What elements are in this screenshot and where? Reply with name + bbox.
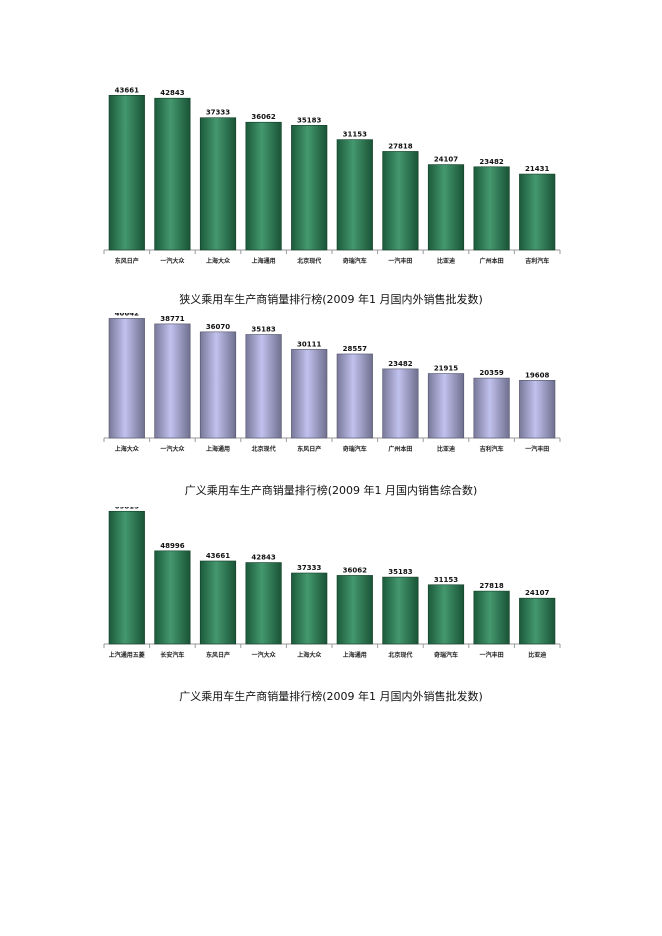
data-label: 36062 (343, 566, 367, 574)
data-label: 27818 (388, 142, 412, 150)
bar (519, 597, 556, 645)
data-label: 30111 (297, 340, 321, 348)
bar (154, 550, 191, 645)
data-label: 42843 (251, 554, 275, 562)
chart-1-svg: 43661 东风日产 42843 一汽大众 37333 上海大众 36062 上海通用 3518… (103, 86, 561, 265)
chart-3: 69815 上汽通用五菱 48996 长安汽车 43661 东风日产 42843 一汽大众 37… (0, 507, 662, 667)
category-label: 北京现代 (252, 445, 276, 453)
category-label: 东风日产 (297, 445, 321, 453)
data-label: 35183 (251, 325, 275, 333)
data-label: 20359 (479, 369, 503, 377)
data-label: 27818 (479, 582, 503, 590)
data-label: 19608 (525, 371, 549, 379)
chart-1: 43661 东风日产 42843 一汽大众 37333 上海大众 36062 上海通用 3518… (0, 85, 662, 275)
bar (245, 334, 282, 439)
bar (336, 575, 373, 645)
bar (519, 173, 556, 251)
bar (382, 576, 419, 645)
data-label: 37333 (206, 109, 230, 117)
chart-2-caption: 广义乘用车生产商销量排行榜(2009 年1 月国内销售综合数) (184, 484, 478, 497)
data-label: 43661 (115, 86, 139, 94)
bar (291, 349, 328, 439)
category-label: 吉利汽车 (525, 257, 549, 265)
data-label: 28557 (343, 345, 367, 353)
category-label: 北京现代 (388, 651, 412, 659)
data-label: 24107 (434, 156, 458, 164)
data-label: 38771 (160, 315, 184, 323)
category-label: 东风日产 (206, 651, 230, 659)
data-label: 35183 (388, 568, 412, 576)
bar (336, 139, 373, 251)
bar (108, 94, 145, 251)
bar (336, 353, 373, 439)
category-label: 奇瑞汽车 (343, 445, 367, 453)
bar (427, 164, 465, 251)
category-label: 上汽通用五菱 (109, 651, 145, 659)
data-label: 21915 (434, 365, 458, 373)
data-label: 36070 (206, 323, 230, 331)
data-label: 23482 (388, 360, 412, 368)
data-label: 43661 (206, 552, 230, 560)
category-label: 广州本田 (388, 445, 412, 453)
data-label: 69815 (115, 507, 139, 510)
category-label: 吉利汽车 (480, 445, 504, 453)
bar (473, 590, 510, 645)
category-label: 上海通用 (206, 445, 230, 453)
category-label: 一汽大众 (160, 445, 185, 453)
bar (108, 318, 145, 439)
bar (199, 331, 237, 439)
category-label: 上海通用 (343, 651, 367, 659)
category-label: 一汽丰田 (388, 257, 412, 265)
data-label: 36062 (251, 113, 275, 121)
bar (154, 97, 191, 251)
category-label: 一汽大众 (252, 651, 277, 659)
data-label: 23482 (479, 158, 503, 166)
category-label: 东风日产 (115, 257, 139, 265)
bar (199, 560, 237, 645)
category-label: 比亚迪 (528, 651, 546, 659)
bar (427, 584, 465, 645)
category-label: 北京现代 (297, 257, 321, 265)
bar (291, 572, 328, 645)
chart-1-caption: 狭义乘用车生产商销量排行榜(2009 年1 月国内外销售批发数) (179, 293, 483, 306)
category-label: 一汽大众 (160, 257, 185, 265)
category-label: 一汽丰田 (525, 445, 549, 453)
chart-2: 40642 上海大众 38771 一汽大众 36070 上海通用 35183 北京现代 3011… (0, 313, 662, 463)
data-label: 42843 (160, 89, 184, 97)
bar (291, 125, 328, 251)
category-label: 上海大众 (115, 445, 140, 453)
data-label: 37333 (297, 564, 321, 572)
category-label: 奇瑞汽车 (343, 257, 367, 265)
chart-3-caption: 广义乘用车生产商销量排行榜(2009 年1 月国内外销售批发数) (179, 690, 483, 703)
category-label: 上海大众 (297, 651, 322, 659)
chart-3-svg: 69815 上汽通用五菱 48996 长安汽车 43661 东风日产 42843 一汽大众 37… (103, 507, 561, 659)
category-label: 比亚迪 (437, 257, 455, 265)
bar (245, 121, 282, 251)
category-label: 长安汽车 (160, 651, 184, 659)
bar (154, 323, 191, 439)
data-label: 35183 (297, 116, 321, 124)
bar (473, 377, 510, 439)
category-label: 奇瑞汽车 (434, 651, 458, 659)
bar (382, 151, 419, 251)
data-label: 31153 (343, 131, 367, 139)
category-label: 一汽丰田 (480, 651, 504, 659)
bar (473, 166, 510, 251)
data-label: 48996 (160, 542, 184, 550)
category-label: 比亚迪 (437, 445, 455, 453)
bar (108, 510, 145, 645)
bar (427, 373, 465, 439)
category-label: 广州本田 (480, 257, 504, 265)
chart-2-svg: 40642 上海大众 38771 一汽大众 36070 上海通用 35183 北京现代 3011… (103, 313, 561, 453)
bar (519, 380, 556, 439)
category-label: 上海大众 (206, 257, 231, 265)
data-label: 21431 (525, 165, 549, 173)
data-label: 31153 (434, 576, 458, 584)
bar (199, 117, 237, 251)
category-label: 上海通用 (252, 257, 276, 265)
bar (245, 562, 282, 645)
data-label: 40642 (115, 313, 139, 317)
data-label: 24107 (525, 589, 549, 597)
bar (382, 368, 419, 439)
